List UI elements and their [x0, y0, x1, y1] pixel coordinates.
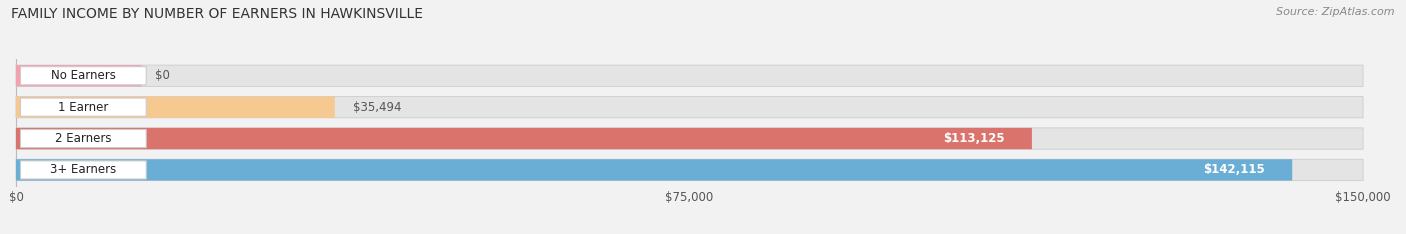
Text: FAMILY INCOME BY NUMBER OF EARNERS IN HAWKINSVILLE: FAMILY INCOME BY NUMBER OF EARNERS IN HA… [11, 7, 423, 21]
Text: $113,125: $113,125 [943, 132, 1005, 145]
Text: 3+ Earners: 3+ Earners [51, 163, 117, 176]
FancyBboxPatch shape [15, 159, 1362, 181]
FancyBboxPatch shape [21, 129, 146, 148]
FancyBboxPatch shape [15, 128, 1032, 149]
Text: 2 Earners: 2 Earners [55, 132, 111, 145]
Text: 1 Earner: 1 Earner [58, 101, 108, 114]
Text: No Earners: No Earners [51, 69, 115, 82]
FancyBboxPatch shape [15, 65, 142, 86]
FancyBboxPatch shape [15, 65, 1362, 86]
FancyBboxPatch shape [15, 159, 1292, 181]
FancyBboxPatch shape [15, 128, 1362, 149]
Text: Source: ZipAtlas.com: Source: ZipAtlas.com [1277, 7, 1395, 17]
FancyBboxPatch shape [21, 98, 146, 116]
Text: $0: $0 [155, 69, 170, 82]
FancyBboxPatch shape [21, 67, 146, 85]
FancyBboxPatch shape [15, 96, 335, 118]
Text: $142,115: $142,115 [1204, 163, 1265, 176]
Text: $35,494: $35,494 [353, 101, 401, 114]
FancyBboxPatch shape [15, 96, 1362, 118]
FancyBboxPatch shape [21, 161, 146, 179]
